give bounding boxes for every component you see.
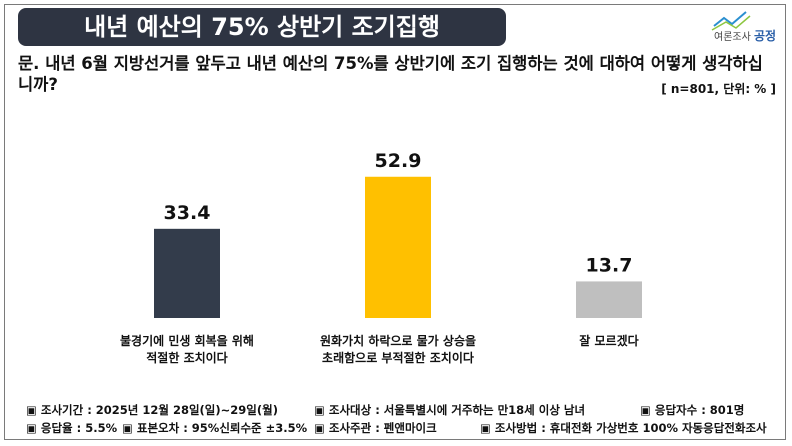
survey-footer: ▣ 조사기간 : 2025년 12월 28일(일)~29일(월) ▣ 조사대상 …	[26, 402, 786, 438]
page-title: 내년 예산의 75% 상반기 조기집행	[18, 8, 506, 46]
category-label-0-0: 불경기에 민생 회복을 위해	[120, 333, 254, 348]
logo-brand: 공정	[754, 29, 777, 43]
value-label-0: 33.4	[164, 202, 211, 224]
footer-target: ▣ 조사대상 : 서울특별시에 거주하는 만18세 이상 남녀	[314, 403, 586, 417]
footer-period: ▣ 조사기간 : 2025년 12월 28일(일)~29일(월)	[26, 403, 278, 417]
bar-2	[576, 281, 642, 318]
footer-sample: ▣ 응답자수 : 801명	[640, 403, 745, 417]
category-label-1-0: 원화가치 하락으로 물가 상승을	[320, 333, 476, 348]
category-label-0-1: 적절한 조치이다	[146, 350, 227, 365]
footer-error: ▣ 표본오차 : 95%신뢰수준 ±3.5%	[122, 421, 308, 435]
bar-0	[154, 228, 220, 318]
logo-text: 여론조사 공정	[714, 27, 776, 44]
logo-icon	[711, 11, 751, 31]
outer-frame	[4, 4, 786, 440]
footer-response-rate: ▣ 응답율 : 5.5%	[26, 421, 118, 435]
bar-1	[365, 176, 431, 318]
footer-method: ▣ 조사방법 : 휴대전화 가상번호 100% 자동응답전화조사	[480, 421, 767, 435]
category-label-1-1: 초래함으로 부적절한 조치이다	[322, 350, 474, 365]
category-label-2-0: 잘 모르겠다	[579, 333, 638, 348]
value-label-1: 52.9	[375, 150, 422, 172]
logo-small: 여론조사	[714, 32, 751, 43]
question-text: 문. 내년 6월 지방선거를 앞두고 내년 예산의 75%를 상반기에 조기 집…	[18, 54, 763, 94]
value-label-2: 13.7	[586, 254, 633, 276]
footer-sponsor: ▣ 조사주관 : 펜앤마이크	[314, 421, 437, 435]
sample-unit-note: [ n=801, 단위: % ]	[661, 82, 776, 96]
